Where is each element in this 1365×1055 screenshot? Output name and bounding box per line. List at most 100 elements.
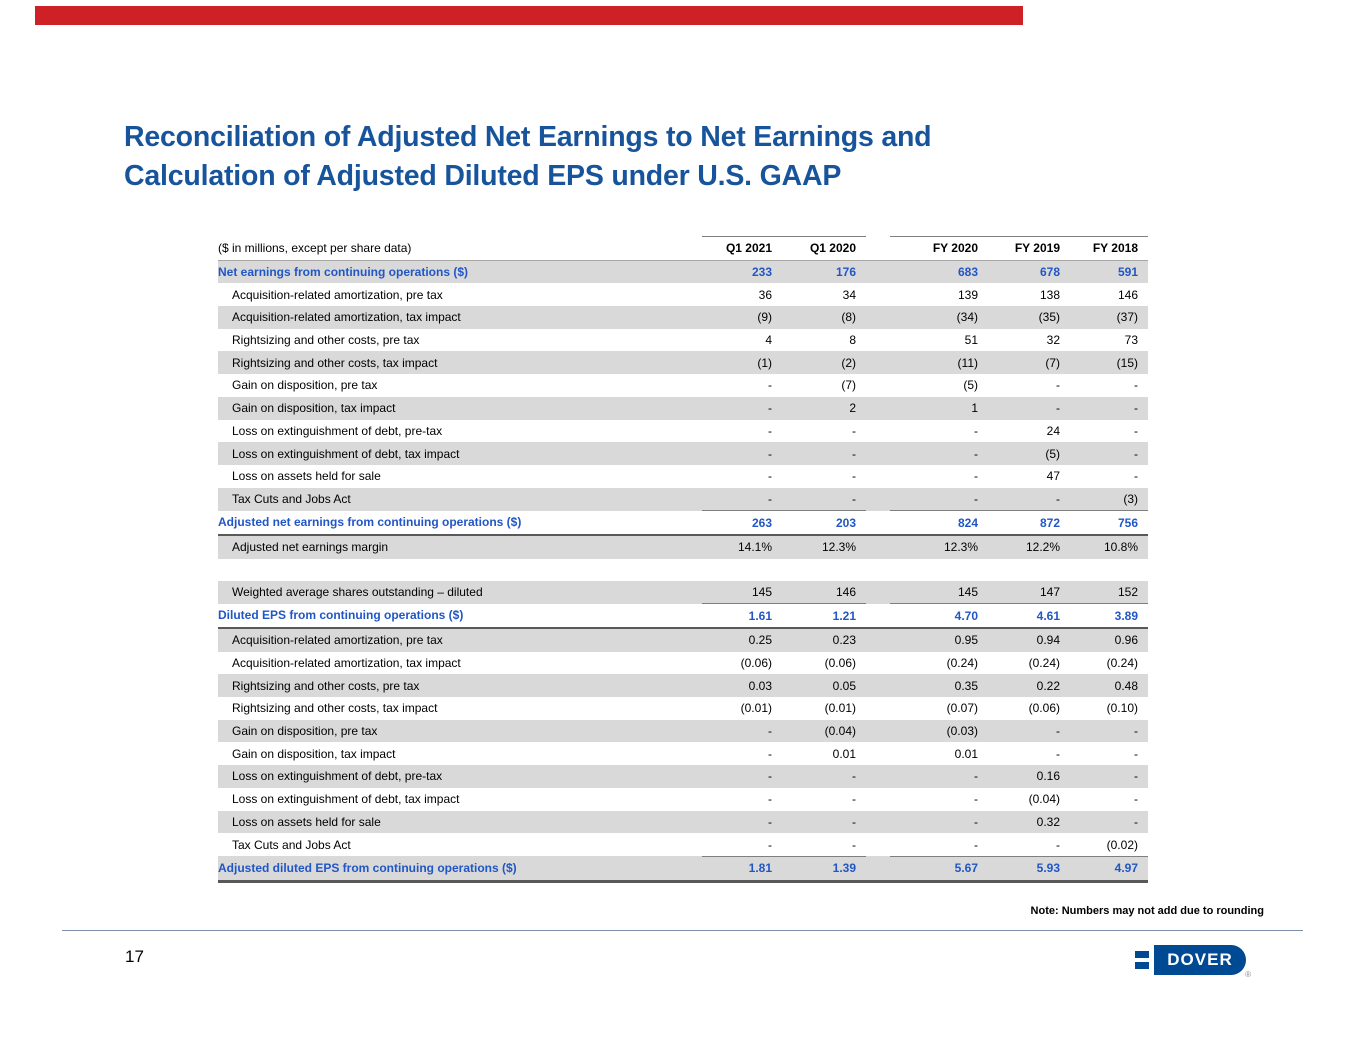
cell-value: 145 [890, 580, 988, 604]
table-row: Rightsizing and other costs, tax impact (… [218, 697, 1148, 720]
column-gap [866, 652, 890, 675]
cell-value: - [768, 423, 772, 438]
column-gap [866, 833, 890, 856]
cell-value: 678 [988, 260, 1070, 284]
cell-value: (7) [988, 351, 1070, 375]
row-label: Loss on extinguishment of debt, pre-tax [218, 765, 702, 788]
row-label: Acquisition-related amortization, pre ta… [218, 628, 702, 652]
cell-value: (0.06) [1028, 701, 1060, 716]
top-accent-bar [35, 6, 1023, 25]
cell-value: - [988, 487, 1070, 511]
row-label: Gain on disposition, tax impact [232, 746, 396, 761]
page-number: 17 [125, 947, 144, 966]
row-label: Gain on disposition, pre tax [232, 378, 378, 393]
cell-value: - [768, 792, 772, 807]
table-row: Adjusted net earnings margin 14.1% 12.3% 12… [218, 534, 1148, 559]
cell-value: 147 [988, 580, 1070, 604]
cell-value: - [890, 487, 988, 511]
column-gap [866, 856, 890, 883]
cell-value: 0.23 [782, 628, 866, 652]
column-gap [866, 374, 890, 397]
cell-value: (1) [702, 351, 782, 375]
cell-value: - [1134, 746, 1138, 761]
column-header-fy-2018: FY 2018 [1070, 236, 1148, 261]
cell-value: - [1056, 837, 1060, 852]
column-gap [866, 465, 890, 488]
cell-value: 0.01 [832, 746, 856, 761]
cell-value: (5) [963, 378, 978, 393]
cell-value: - [768, 746, 772, 761]
table-row: Rightsizing and other costs, pre tax 4 8 51… [218, 329, 1148, 352]
cell-value: - [1134, 469, 1138, 484]
cell-value: - [1056, 746, 1060, 761]
table-row: Loss on extinguishment of debt, pre-tax -… [218, 765, 1148, 788]
cell-value: 0.94 [988, 628, 1070, 652]
cell-value: 14.1% [702, 534, 782, 559]
page-title-line-2: Calculation of Adjusted Diluted EPS unde… [124, 160, 842, 192]
cell-value: - [1070, 442, 1148, 465]
cell-value: 0.95 [890, 628, 988, 652]
table-row: Acquisition-related amortization, pre ta… [218, 628, 1148, 652]
cell-value: (0.04) [1028, 792, 1060, 807]
table-row: Loss on extinguishment of debt, tax impa… [218, 442, 1148, 465]
cell-value: 756 [1070, 510, 1148, 536]
rounding-note: Note: Numbers may not add due to roundin… [1030, 905, 1264, 917]
cell-value: - [782, 487, 866, 511]
row-label: Rightsizing and other costs, tax impact [218, 351, 702, 375]
cell-value: (2) [782, 351, 866, 375]
table-row: Tax Cuts and Jobs Act - - - - (0.02) [218, 833, 1148, 856]
table-row: Loss on assets held for sale - - - 47 - [218, 465, 1148, 488]
row-label: Loss on extinguishment of debt, tax impa… [232, 792, 460, 807]
row-label: Loss on assets held for sale [218, 810, 702, 834]
column-gap [866, 510, 890, 536]
table-row: Gain on disposition, pre tax - (0.04) (0.03… [218, 719, 1148, 743]
cell-value: (5) [988, 442, 1070, 465]
row-label: Weighted average shares outstanding – di… [218, 580, 702, 604]
cell-value: (35) [988, 306, 1070, 329]
cell-value: - [782, 810, 866, 834]
cell-value: 4.97 [1070, 855, 1148, 883]
table-row: Gain on disposition, tax impact -2 1- - [218, 396, 1148, 420]
column-header-q1-2020: Q1 2020 [782, 236, 866, 261]
column-gap [866, 351, 890, 375]
row-label: Loss on extinguishment of debt, tax impa… [218, 442, 702, 465]
row-label: Gain on disposition, tax impact [218, 396, 702, 420]
cell-value: 0.32 [988, 810, 1070, 834]
cell-value: - [890, 442, 988, 465]
cell-value: 1.21 [782, 603, 866, 630]
cell-value: (0.10) [1106, 701, 1138, 716]
cell-value: 12.2% [988, 534, 1070, 559]
cell-value: 1.81 [702, 855, 782, 883]
cell-value: (0.24) [1028, 656, 1060, 671]
cell-value: - [852, 792, 856, 807]
cell-value: (7) [841, 378, 856, 393]
cell-value: - [1070, 396, 1148, 420]
cell-value: 146 [1117, 287, 1138, 302]
row-label: Net earnings from continuing operations … [218, 260, 702, 284]
cell-value: (0.24) [946, 656, 978, 671]
cell-value: 47 [1046, 469, 1060, 484]
column-gap [866, 396, 890, 420]
cell-value: - [782, 765, 866, 788]
cell-value: (9) [702, 306, 782, 329]
cell-value: (0.06) [740, 656, 772, 671]
row-label: Diluted EPS from continuing operations (… [218, 603, 702, 630]
cell-value: - [974, 423, 978, 438]
cell-value: 32 [1046, 333, 1060, 348]
cell-value: 2 [782, 396, 866, 420]
row-label: Acquisition-related amortization, tax im… [232, 656, 461, 671]
cell-value: 203 [782, 510, 866, 536]
cell-value: 4.70 [890, 603, 988, 630]
table-row: Rightsizing and other costs, pre tax 0.03… [218, 674, 1148, 698]
column-gap [866, 283, 890, 306]
reconciliation-table: ($ in millions, except per share data) Q… [218, 236, 1148, 883]
table-row: Acquisition-related amortization, pre ta… [218, 283, 1148, 306]
cell-value: 824 [890, 510, 988, 536]
cell-value: 139 [957, 287, 978, 302]
cell-value: 0.22 [988, 674, 1070, 698]
cell-value: 1.39 [782, 855, 866, 883]
cell-value: 10.8% [1070, 534, 1148, 559]
cell-value: - [852, 423, 856, 438]
cell-value: - [1056, 378, 1060, 393]
row-label: Tax Cuts and Jobs Act [218, 487, 702, 511]
